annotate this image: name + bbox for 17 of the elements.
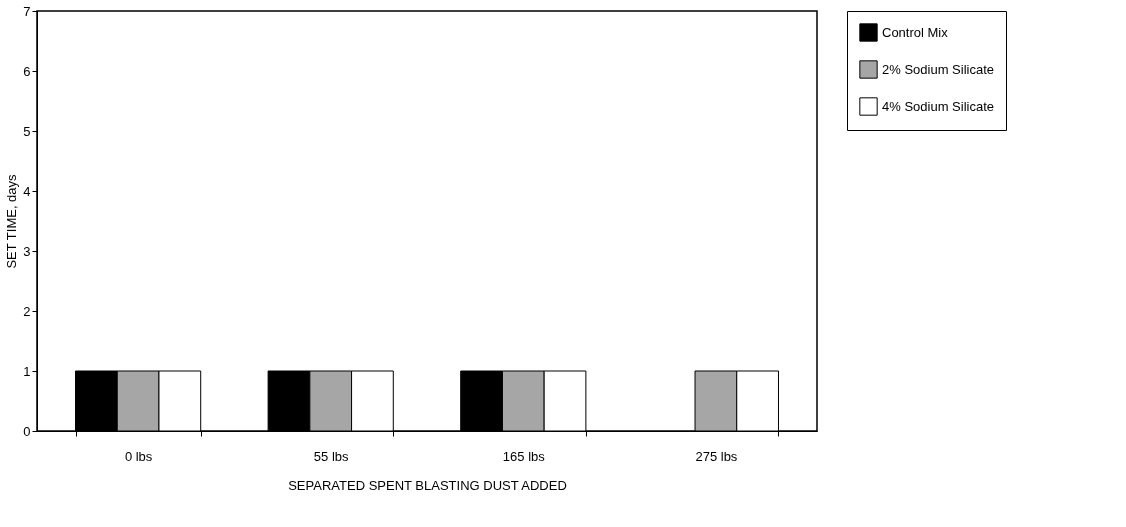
y-tick-label: 1 (23, 363, 31, 379)
x-tick-label: 275 lbs (695, 448, 738, 464)
x-tick-label: 55 lbs (313, 448, 350, 464)
legend-label: 4% Sodium Silicate (882, 98, 994, 114)
y-tick-label: 5 (23, 123, 31, 139)
legend-label: Control Mix (882, 24, 949, 40)
y-tick-label: 0 (23, 423, 31, 439)
y-tick-label: 2 (23, 303, 31, 319)
x-axis-title: SEPARATED SPENT BLASTING DUST ADDED (288, 477, 567, 493)
legend-label: 2% Sodium Silicate (882, 61, 994, 77)
x-tick-label: 165 lbs (502, 448, 546, 464)
y-tick-label: 6 (23, 63, 31, 79)
y-tick-label: 7 (23, 3, 31, 19)
x-tick-label: 0 lbs (124, 448, 153, 464)
y-tick-label: 3 (23, 243, 31, 259)
y-axis-title: SET TIME, days (4, 173, 20, 269)
y-tick-label: 4 (23, 183, 31, 199)
